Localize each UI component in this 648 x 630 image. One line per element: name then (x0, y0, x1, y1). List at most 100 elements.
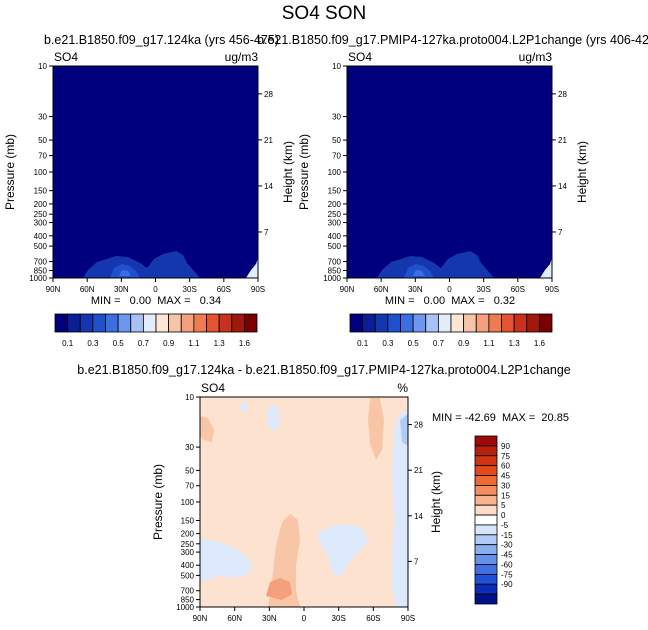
panel-experiment-colorbar-label: 1.6 (534, 339, 546, 348)
panel-control-colorbar-box (92, 313, 106, 333)
panel-control-ytick-label: 70 (38, 152, 47, 161)
panel-experiment-colorbar-box (488, 313, 502, 333)
panel-experiment-ytick-label: 250 (328, 210, 342, 219)
figure-title: SO4 SON (281, 3, 367, 24)
panel-control-colorbar-box (67, 313, 81, 333)
panel-difference-ytick-label: 200 (181, 530, 195, 539)
panel-difference-colorbar-box (474, 494, 498, 506)
panel-experiment-plot (347, 66, 552, 278)
panel-control-yrtick-label: 28 (264, 90, 273, 99)
panel-experiment-colorbar-box (450, 313, 465, 333)
panel-difference-colorbar-label: 30 (501, 481, 510, 490)
panel-control-xtick-label: 90N (46, 285, 61, 294)
panel-difference-xtick-label: 90S (401, 614, 415, 623)
panel-experiment-colorbar-box (349, 313, 364, 333)
panel-experiment-variable: SO4 (348, 50, 372, 64)
panel-difference-ytick-label: 150 (181, 516, 195, 525)
panel-control-colorbar-box (180, 313, 195, 333)
panel-difference-yrtick-label: 21 (414, 466, 423, 475)
panel-difference-colorbar-box (474, 564, 498, 575)
panel-experiment-contour-spot (413, 270, 425, 276)
panel-difference: b.e21.B1850.f09_g17.124ka - b.e21.B1850.… (77, 363, 570, 623)
panel-difference-contour-neg-top-a (240, 402, 248, 412)
panel-control-colorbar-box (142, 313, 157, 333)
panel-difference-colorbar-box (474, 554, 498, 565)
panel-control-colorbar-box (193, 313, 207, 333)
panel-control-contour-pole (246, 258, 258, 278)
panel-difference-colorbar-label: -90 (501, 580, 513, 589)
panel-control-colorbar-label: 0.9 (163, 339, 175, 348)
panel-difference-stats: MIN = -42.69 MAX = 20.85 (432, 412, 569, 424)
panel-control-colorbar-label: 0.5 (113, 339, 125, 348)
panel-difference-ylabel: Pressure (mb) (151, 464, 165, 540)
panel-control-stats: MIN = 0.00 MAX = 0.34 (91, 295, 221, 307)
panel-difference-ytick-label: 100 (181, 498, 195, 507)
panel-control: b.e21.B1850.f09_g17.124ka (yrs 456-475) … (3, 33, 295, 348)
panel-difference-xtick-label: 60N (227, 614, 242, 623)
panel-control-ytick-label: 500 (34, 242, 48, 251)
panel-difference-ytick-label: 400 (181, 561, 195, 570)
panel-experiment-field (347, 66, 552, 278)
panel-control-ytick-label: 30 (38, 113, 47, 122)
panel-experiment-yrtick-label: 7 (558, 228, 563, 237)
panel-control-title: b.e21.B1850.f09_g17.124ka (yrs 456-475) (44, 33, 279, 47)
panel-difference-contour-neg-mid (318, 524, 368, 578)
panel-experiment-ytick-label: 30 (332, 113, 341, 122)
panel-control-ytick-label: 700 (34, 258, 48, 267)
panel-control-ytick-label: 150 (34, 187, 48, 196)
panel-difference-yrtick-label: 28 (414, 421, 423, 430)
panel-control-yrtick-label: 14 (264, 182, 273, 191)
panel-experiment-axes: 1030507010015020025030040050070085010002… (323, 62, 567, 294)
panel-experiment-colorbar-label: 0.9 (458, 339, 470, 348)
panel-difference-contour-neg-right-strong (400, 414, 408, 446)
panel-experiment-colorbar-box (538, 313, 553, 333)
panel-difference-ytick-label: 300 (181, 548, 195, 557)
panel-control-colorbar-box (243, 313, 258, 333)
panel-experiment-yrtick-label: 28 (558, 90, 567, 99)
panel-difference-colorbar-box (474, 475, 498, 486)
panel-difference-colorbar-label: -45 (501, 551, 513, 560)
panel-experiment-colorbar-label: 0.3 (382, 339, 394, 348)
panel-control-ytick-label: 250 (34, 210, 48, 219)
panel-experiment-ytick-label: 700 (328, 258, 342, 267)
panel-difference-plot (200, 397, 408, 607)
panel-difference-yrtick-label: 7 (414, 557, 419, 566)
panel-control-contour-outer (83, 251, 200, 278)
panel-experiment-colorbar-label: 0.7 (433, 339, 445, 348)
panel-control-colorbar-label: 1.6 (239, 339, 251, 348)
panel-control-colorbar-box (117, 313, 132, 333)
panel-control-field (53, 66, 258, 278)
panel-control-xtick-label: 30N (114, 285, 129, 294)
panel-difference-colorbar-label: -75 (501, 570, 513, 579)
panel-difference-colorbar-box (474, 514, 498, 526)
panel-difference-contour-neg-right (392, 410, 408, 607)
panel-experiment-stats: MIN = 0.00 MAX = 0.32 (385, 295, 515, 307)
panel-difference-yrtick-label: 14 (414, 512, 423, 521)
panel-experiment-xtick-label: 30N (408, 285, 423, 294)
panel-control-colorbar-box (168, 313, 182, 333)
panel-difference-contour-pos-strong (266, 578, 292, 600)
panel-difference-ytick-label: 500 (181, 571, 195, 580)
panel-difference-ytick-label: 850 (181, 596, 195, 605)
panel-control-colorbar: 0.1 0.3 0.5 0.7 0.9 1.1 1.3 1.6 (54, 313, 258, 348)
panel-experiment-ylabel: Pressure (mb) (297, 134, 311, 210)
panel-experiment-contour-pole (540, 258, 552, 278)
panel-difference-colorbar-label: 15 (501, 491, 510, 500)
panel-experiment-colorbar-box (513, 313, 528, 333)
panel-control-ytick-label: 300 (34, 219, 48, 228)
panel-control-ytick-label: 1000 (29, 274, 47, 283)
panel-control-contour-spot (119, 270, 131, 276)
panel-experiment-colorbar-label: 1.3 (509, 339, 521, 348)
panel-experiment-colorbar-label: 0.1 (357, 339, 369, 348)
panel-difference-ytick-label: 30 (185, 443, 194, 452)
panel-experiment-ytick-label: 70 (332, 152, 341, 161)
panel-experiment-ytick-label: 300 (328, 219, 342, 228)
panel-experiment-colorbar-box (374, 313, 389, 333)
panel-difference-ytick-label: 700 (181, 587, 195, 596)
panel-control-ylabel: Pressure (mb) (3, 134, 17, 210)
panel-experiment-colorbar-box (437, 313, 452, 333)
panel-experiment-xtick-label: 90N (340, 285, 355, 294)
panel-difference-colorbar-box (474, 534, 498, 546)
panel-control-plot (53, 66, 258, 278)
